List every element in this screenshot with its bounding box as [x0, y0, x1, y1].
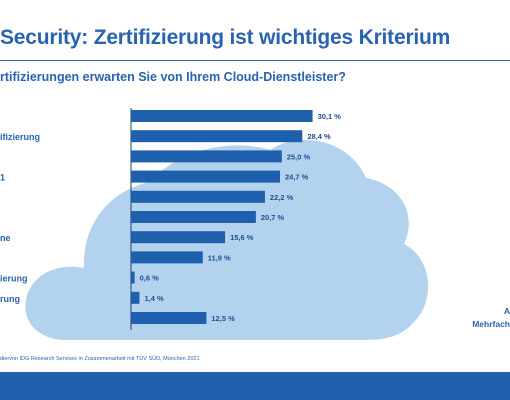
cloud-background — [25, 139, 429, 340]
value-label-10: 12,5 % — [211, 314, 235, 323]
side-note-line-1: A — [503, 306, 510, 316]
category-label-8: ierung — [0, 274, 28, 284]
value-label-1: 28,4 % — [307, 132, 331, 141]
category-label-9: rung — [0, 294, 20, 304]
chart-title: Security: Zertifizierung ist wichtiges K… — [0, 26, 451, 49]
category-label-1: ifizierung — [0, 132, 40, 142]
value-label-9: 1,4 % — [144, 294, 164, 303]
bar-6 — [131, 231, 226, 244]
bar-8 — [131, 271, 135, 284]
bar-9 — [131, 291, 140, 304]
side-note-line-2: Mehrfach — [472, 319, 510, 329]
value-label-3: 24,7 % — [285, 173, 309, 182]
value-label-8: 0,6 % — [140, 274, 160, 283]
value-label-7: 11,9 % — [208, 253, 231, 262]
bar-chart: 30,1 % 28,4 % ifizierung 25,0 % 24,7 % 1 22,2 … — [0, 108, 429, 340]
value-label-5: 20,7 % — [261, 213, 285, 222]
category-label-3: 1 — [0, 173, 5, 183]
bar-0 — [131, 110, 313, 122]
value-label-4: 22,2 % — [270, 193, 294, 202]
source-note: diervon IDG Research Services in Zusamme… — [0, 356, 200, 362]
bar-10 — [131, 312, 207, 324]
bar-1 — [131, 130, 303, 143]
side-note: A Mehrfach — [472, 305, 510, 331]
category-label-6: ne — [0, 233, 11, 243]
footer-bar — [0, 372, 510, 400]
value-label-6: 15,6 % — [230, 233, 254, 242]
bar-3 — [131, 170, 280, 183]
value-label-0: 30,1 % — [318, 112, 342, 121]
bar-2 — [131, 150, 282, 163]
chart-question: rtifizierungen erwarten Sie von Ihrem Cl… — [0, 70, 346, 84]
bar-4 — [131, 190, 265, 203]
bar-5 — [131, 211, 256, 223]
title-divider — [0, 60, 510, 61]
bar-7 — [131, 251, 203, 264]
value-label-2: 25,0 % — [287, 152, 311, 161]
